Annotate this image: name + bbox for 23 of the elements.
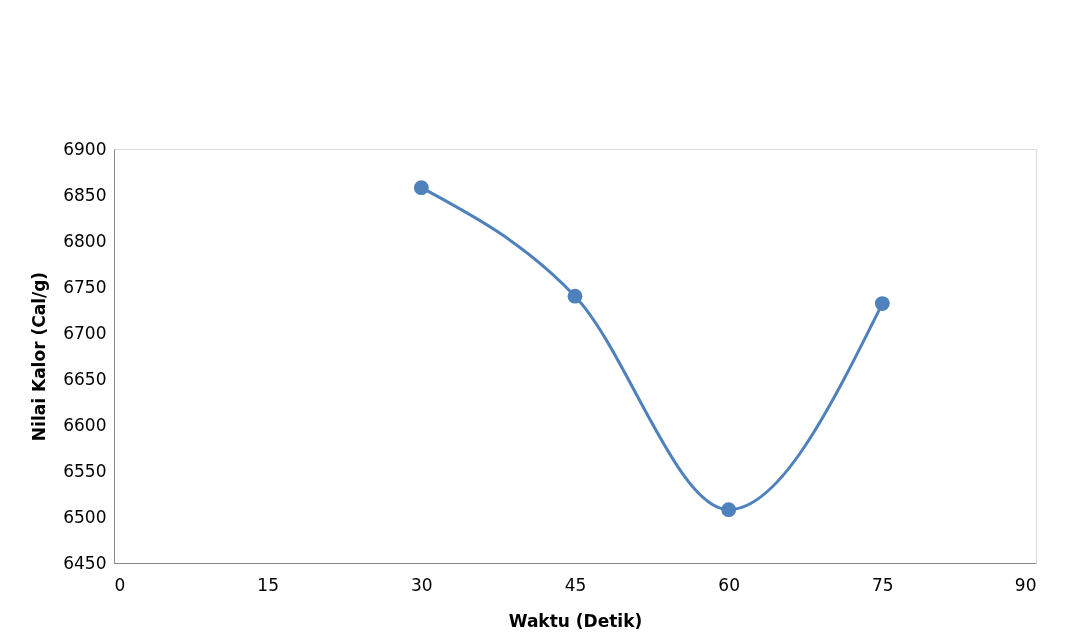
y-tick-label: 6600	[63, 414, 107, 435]
y-tick-label: 6500	[63, 506, 107, 527]
x-tick-label: 75	[872, 574, 894, 595]
x-tick-label: 15	[257, 574, 279, 595]
y-axis-title: Nilai Kalor (Cal/g)	[29, 271, 50, 442]
y-tick-label: 6800	[63, 230, 107, 251]
x-tick-label: 45	[564, 574, 587, 595]
y-tick-label: 6700	[63, 322, 107, 343]
y-tick-label: 6450	[63, 552, 107, 573]
x-axis-title: Waktu (Detik)	[508, 610, 643, 631]
y-tick-label: 6550	[63, 460, 107, 481]
y-tick-label: 6850	[63, 184, 107, 205]
y-tick-label: 6750	[63, 276, 107, 297]
x-tick-label: 90	[1014, 574, 1037, 595]
x-tick-label: 0	[114, 574, 126, 595]
point	[874, 296, 890, 311]
y-tick-label: 6900	[63, 138, 107, 159]
x-tick-label: 30	[411, 574, 433, 595]
point	[413, 180, 429, 196]
point	[721, 502, 737, 518]
y-tick-label: 6650	[63, 368, 107, 389]
x-tick-label: 60	[718, 574, 740, 595]
point	[567, 288, 583, 304]
